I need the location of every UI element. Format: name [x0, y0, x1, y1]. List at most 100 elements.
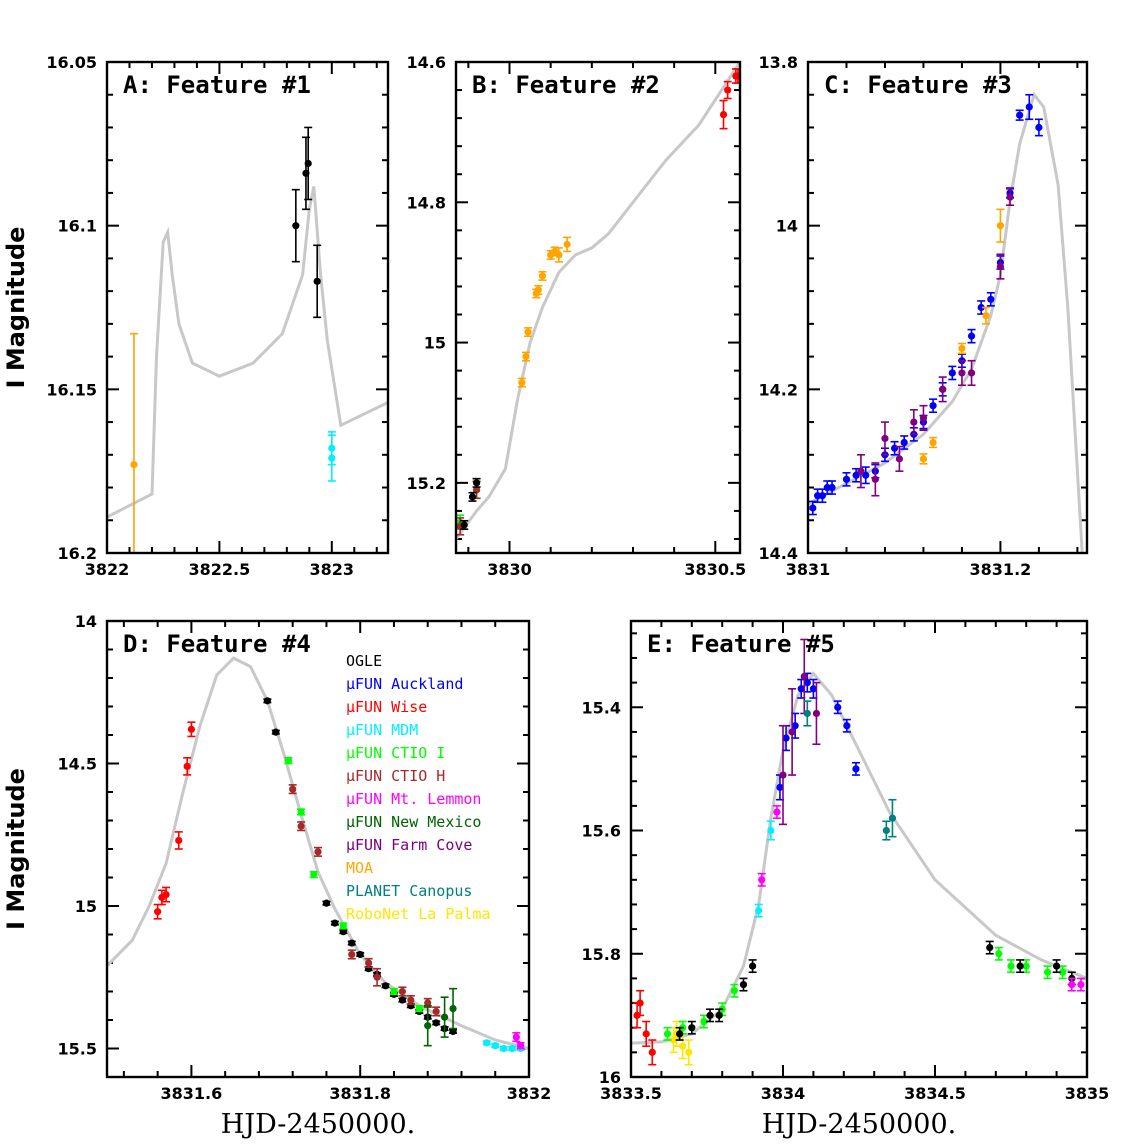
- x-tick-label: 3831.8: [329, 1084, 391, 1103]
- data-point: [348, 950, 356, 959]
- data-point: [967, 332, 976, 340]
- legend-item: μFUN New Mexico: [346, 813, 481, 831]
- y-tick-label: 14: [75, 612, 97, 631]
- data-point: [415, 1005, 423, 1013]
- data-point: [910, 418, 918, 426]
- legend-item: MOA: [346, 859, 373, 877]
- legend-item: RoboNet La Palma: [346, 905, 491, 923]
- x-axis-label: HJD-2450000.: [221, 1109, 415, 1140]
- data-point: [834, 703, 842, 711]
- data-point: [263, 697, 271, 705]
- data-point: [154, 908, 162, 916]
- x-tick-label: 3831: [786, 560, 831, 579]
- data-point: [679, 1042, 687, 1050]
- x-tick-label: 3822.5: [189, 560, 251, 579]
- data-point: [782, 734, 790, 742]
- x-tick-label: 3822: [85, 560, 130, 579]
- series-moa: [517, 236, 572, 388]
- y-tick-label: 14.4: [759, 544, 798, 563]
- y-tick-label: 15.6: [582, 822, 621, 841]
- y-tick-label: 15.2: [407, 474, 446, 493]
- series-moa: [919, 208, 1005, 465]
- panel-title: B: Feature #2: [472, 71, 660, 99]
- data-point: [791, 722, 799, 730]
- data-point: [555, 251, 563, 259]
- y-tick-label: 14.2: [759, 380, 798, 399]
- data-point: [982, 312, 990, 320]
- x-tick-label: 3835: [1065, 1084, 1110, 1103]
- data-point: [538, 272, 547, 280]
- panel-frame: [454, 60, 742, 555]
- data-point: [310, 871, 318, 879]
- data-point: [524, 328, 532, 336]
- series-ogle: [263, 697, 458, 1035]
- y-tick-label: 14.6: [407, 53, 446, 72]
- data-point: [1077, 980, 1085, 989]
- data-point: [432, 1007, 440, 1016]
- x-tick-label: 3830: [487, 560, 532, 579]
- legend-item: PLANET Canopus: [346, 882, 472, 900]
- panel-title: C: Feature #3: [824, 71, 1012, 99]
- data-point: [500, 1044, 508, 1053]
- data-point: [373, 973, 381, 981]
- legend-item: μFUN CTIO H: [346, 767, 445, 785]
- panel-frame: [105, 619, 531, 1079]
- data-point: [449, 1005, 457, 1013]
- panel-c: 3831 3831.2 13.8 14 14.2 14.4 C: Feature #3: [759, 53, 1089, 579]
- series--fun-wise: [153, 721, 196, 920]
- series--fun-new-mexico: [423, 987, 458, 1047]
- data-point: [648, 1048, 656, 1056]
- data-point: [919, 455, 928, 463]
- y-tick-label: 15: [424, 334, 446, 353]
- data-point: [977, 303, 985, 312]
- legend-item: μFUN Farm Cove: [346, 836, 472, 854]
- y-tick-label: 16.15: [46, 380, 97, 399]
- data-point: [314, 848, 322, 856]
- legend-item: μFUN Wise: [346, 698, 427, 716]
- data-point: [468, 493, 477, 501]
- x-tick-label: 3831.6: [161, 1084, 223, 1103]
- data-point: [483, 1039, 491, 1047]
- data-point: [818, 492, 827, 500]
- data-point: [800, 672, 808, 681]
- data-point: [739, 980, 748, 989]
- data-point: [365, 959, 373, 967]
- x-tick-label: 3830.5: [684, 560, 746, 579]
- x-tick-label: 3833.5: [600, 1084, 662, 1103]
- x-tick-label: 3832: [507, 1084, 552, 1103]
- panel-e: 3833.5 3834 3834.5 3835 15.4 15.6 15.8 16 E: Fea…: [582, 619, 1110, 1140]
- data-point: [843, 722, 851, 730]
- data-point: [700, 1017, 708, 1026]
- data-point: [424, 1022, 432, 1030]
- data-point: [304, 159, 312, 168]
- series--fun-farm-cove: [779, 638, 821, 826]
- data-point: [685, 1048, 693, 1056]
- data-point: [522, 353, 530, 361]
- data-point: [1007, 962, 1015, 970]
- panel-frame: [105, 60, 390, 555]
- data-point: [381, 982, 390, 990]
- data-point: [491, 1042, 499, 1050]
- series-ogle: [675, 940, 1076, 1041]
- y-tick-label: 15.5: [58, 1040, 97, 1059]
- data-point: [719, 111, 728, 119]
- data-point: [812, 709, 821, 718]
- data-point: [508, 1044, 516, 1053]
- data-point: [929, 438, 937, 447]
- data-point: [339, 928, 347, 936]
- data-point: [512, 1033, 520, 1041]
- data-point: [996, 222, 1005, 230]
- series--fun-wise: [633, 989, 657, 1066]
- data-point: [688, 1024, 696, 1032]
- y-tick-label: 16.05: [46, 53, 97, 72]
- data-point: [449, 1027, 457, 1035]
- data-point: [1059, 968, 1067, 976]
- y-tick-label: 15: [75, 897, 97, 916]
- data-point: [424, 999, 432, 1007]
- data-point: [1022, 962, 1030, 970]
- data-point: [669, 1036, 678, 1044]
- legend-item: μFUN Auckland: [346, 675, 463, 693]
- x-tick-label: 3834.5: [904, 1084, 966, 1103]
